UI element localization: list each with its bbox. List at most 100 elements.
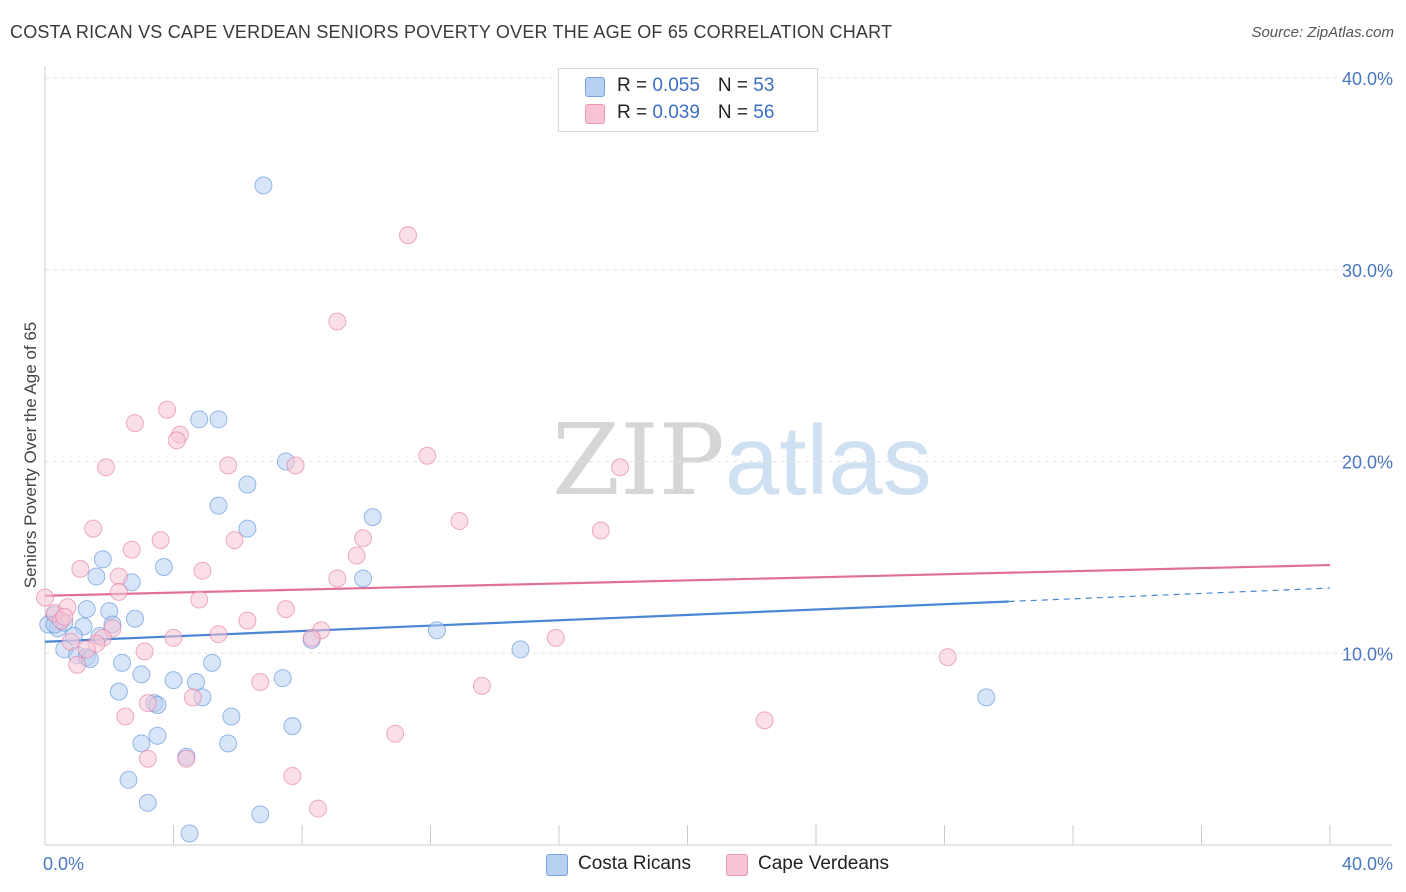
point-costa-ricans [93, 550, 112, 569]
point-cape-verdeans [61, 632, 80, 651]
point-costa-ricans [238, 519, 257, 538]
point-cape-verdeans [283, 766, 302, 785]
point-costa-ricans [219, 734, 238, 753]
grid-lines [45, 77, 1392, 654]
point-cape-verdeans [158, 400, 177, 419]
point-cape-verdeans [151, 531, 170, 550]
point-costa-ricans [109, 682, 128, 701]
trend-line-costa-ricans [44, 600, 1009, 643]
point-costa-ricans [77, 600, 96, 619]
point-cape-verdeans [109, 567, 128, 586]
point-costa-ricans [354, 569, 373, 588]
legend-swatch-cape-verdeans [585, 104, 605, 124]
point-costa-ricans [222, 707, 241, 726]
point-costa-ricans [148, 726, 167, 745]
point-cape-verdeans [450, 511, 469, 530]
point-costa-ricans [186, 673, 205, 692]
point-cape-verdeans [84, 519, 103, 538]
point-cape-verdeans [386, 724, 405, 743]
legend-r-value: 0.039 [652, 102, 700, 123]
x-tick-label: 0.0% [43, 854, 84, 874]
legend-n-label: N = [717, 75, 754, 96]
point-cape-verdeans [755, 711, 774, 730]
point-costa-ricans [254, 176, 273, 195]
point-cape-verdeans [125, 414, 144, 433]
point-costa-ricans [273, 669, 292, 688]
point-costa-ricans [180, 824, 199, 843]
point-cape-verdeans [190, 590, 209, 609]
trend-line-extension-costa-ricans [1008, 587, 1331, 603]
trend-line-cape-verdeans [44, 563, 1331, 597]
point-cape-verdeans [328, 312, 347, 331]
point-cape-verdeans [177, 749, 196, 768]
point-cape-verdeans [36, 588, 54, 607]
point-cape-verdeans [399, 226, 418, 245]
watermark-atlas: atlas [724, 405, 932, 515]
point-cape-verdeans [138, 749, 157, 768]
point-costa-ricans [164, 671, 183, 690]
point-cape-verdeans [167, 431, 186, 450]
point-costa-ricans [132, 734, 151, 753]
bottom-legend-label-cape-verdeans: Cape Verdeans [758, 853, 889, 874]
point-cape-verdeans [225, 531, 244, 550]
point-cape-verdeans [138, 694, 157, 713]
point-cape-verdeans [77, 640, 96, 659]
point-cape-verdeans [354, 529, 373, 548]
point-cape-verdeans [209, 625, 228, 644]
axis-labels: 10.0% 20.0% 30.0% 40.0% 0.0% 40.0% Seniors Pov… [21, 69, 1393, 874]
point-costa-ricans [138, 793, 157, 812]
point-costa-ricans [977, 688, 996, 707]
legend-n-value: 56 [753, 102, 775, 123]
point-cape-verdeans [938, 648, 957, 667]
trend-lines [44, 563, 1331, 643]
bottom-legend-swatch-costa-ricans [546, 854, 568, 876]
point-cape-verdeans [116, 707, 135, 726]
point-cape-verdeans [591, 521, 610, 540]
point-costa-ricans [427, 621, 446, 640]
point-cape-verdeans [546, 628, 565, 647]
point-costa-ricans [363, 508, 382, 527]
legend-swatch-costa-ricans [585, 77, 605, 97]
legend-r-label: R = [617, 75, 653, 96]
point-cape-verdeans [55, 607, 74, 626]
point-costa-ricans [283, 717, 302, 736]
bottom-legend-swatch-cape-verdeans [726, 854, 748, 876]
point-costa-ricans [203, 653, 222, 672]
point-cape-verdeans [97, 458, 116, 477]
chart-title: COSTA RICAN VS CAPE VERDEAN SENIORS POVE… [10, 22, 893, 42]
point-cape-verdeans [109, 582, 128, 601]
legend-n-label: N = [717, 102, 754, 123]
x-tick-label: 40.0% [1342, 854, 1393, 874]
stats-legend: R = 0.055 N = 53 R = 0.039 N = 56 [558, 68, 818, 132]
point-costa-ricans [87, 567, 106, 586]
point-cape-verdeans [251, 673, 270, 692]
point-cape-verdeans [68, 655, 87, 674]
point-costa-ricans [119, 770, 138, 789]
point-cape-verdeans [328, 569, 347, 588]
legend-n-value: 53 [753, 75, 775, 96]
y-tick-label: 10.0% [1342, 644, 1393, 664]
point-cape-verdeans [183, 688, 202, 707]
y-axis-label: Seniors Poverty Over the Age of 65 [21, 322, 40, 588]
point-costa-ricans [209, 410, 228, 429]
bottom-legend-label-costa-ricans: Costa Ricans [578, 853, 691, 874]
point-cape-verdeans [418, 446, 437, 465]
point-costa-ricans [125, 609, 144, 628]
point-costa-ricans [190, 410, 209, 429]
point-cape-verdeans [238, 611, 257, 630]
point-cape-verdeans [193, 561, 212, 580]
point-costa-ricans [113, 653, 132, 672]
point-costa-ricans [154, 557, 173, 576]
axes [44, 66, 1392, 846]
point-cape-verdeans [71, 559, 90, 578]
watermark: ZIPatlas [552, 404, 932, 518]
point-costa-ricans [238, 475, 257, 494]
point-cape-verdeans [472, 676, 491, 695]
y-tick-label: 20.0% [1342, 453, 1393, 473]
point-cape-verdeans [122, 540, 141, 559]
y-tick-label: 30.0% [1342, 261, 1393, 281]
point-cape-verdeans [302, 628, 321, 647]
legend-r-value: 0.055 [652, 75, 700, 96]
point-cape-verdeans [611, 458, 630, 477]
